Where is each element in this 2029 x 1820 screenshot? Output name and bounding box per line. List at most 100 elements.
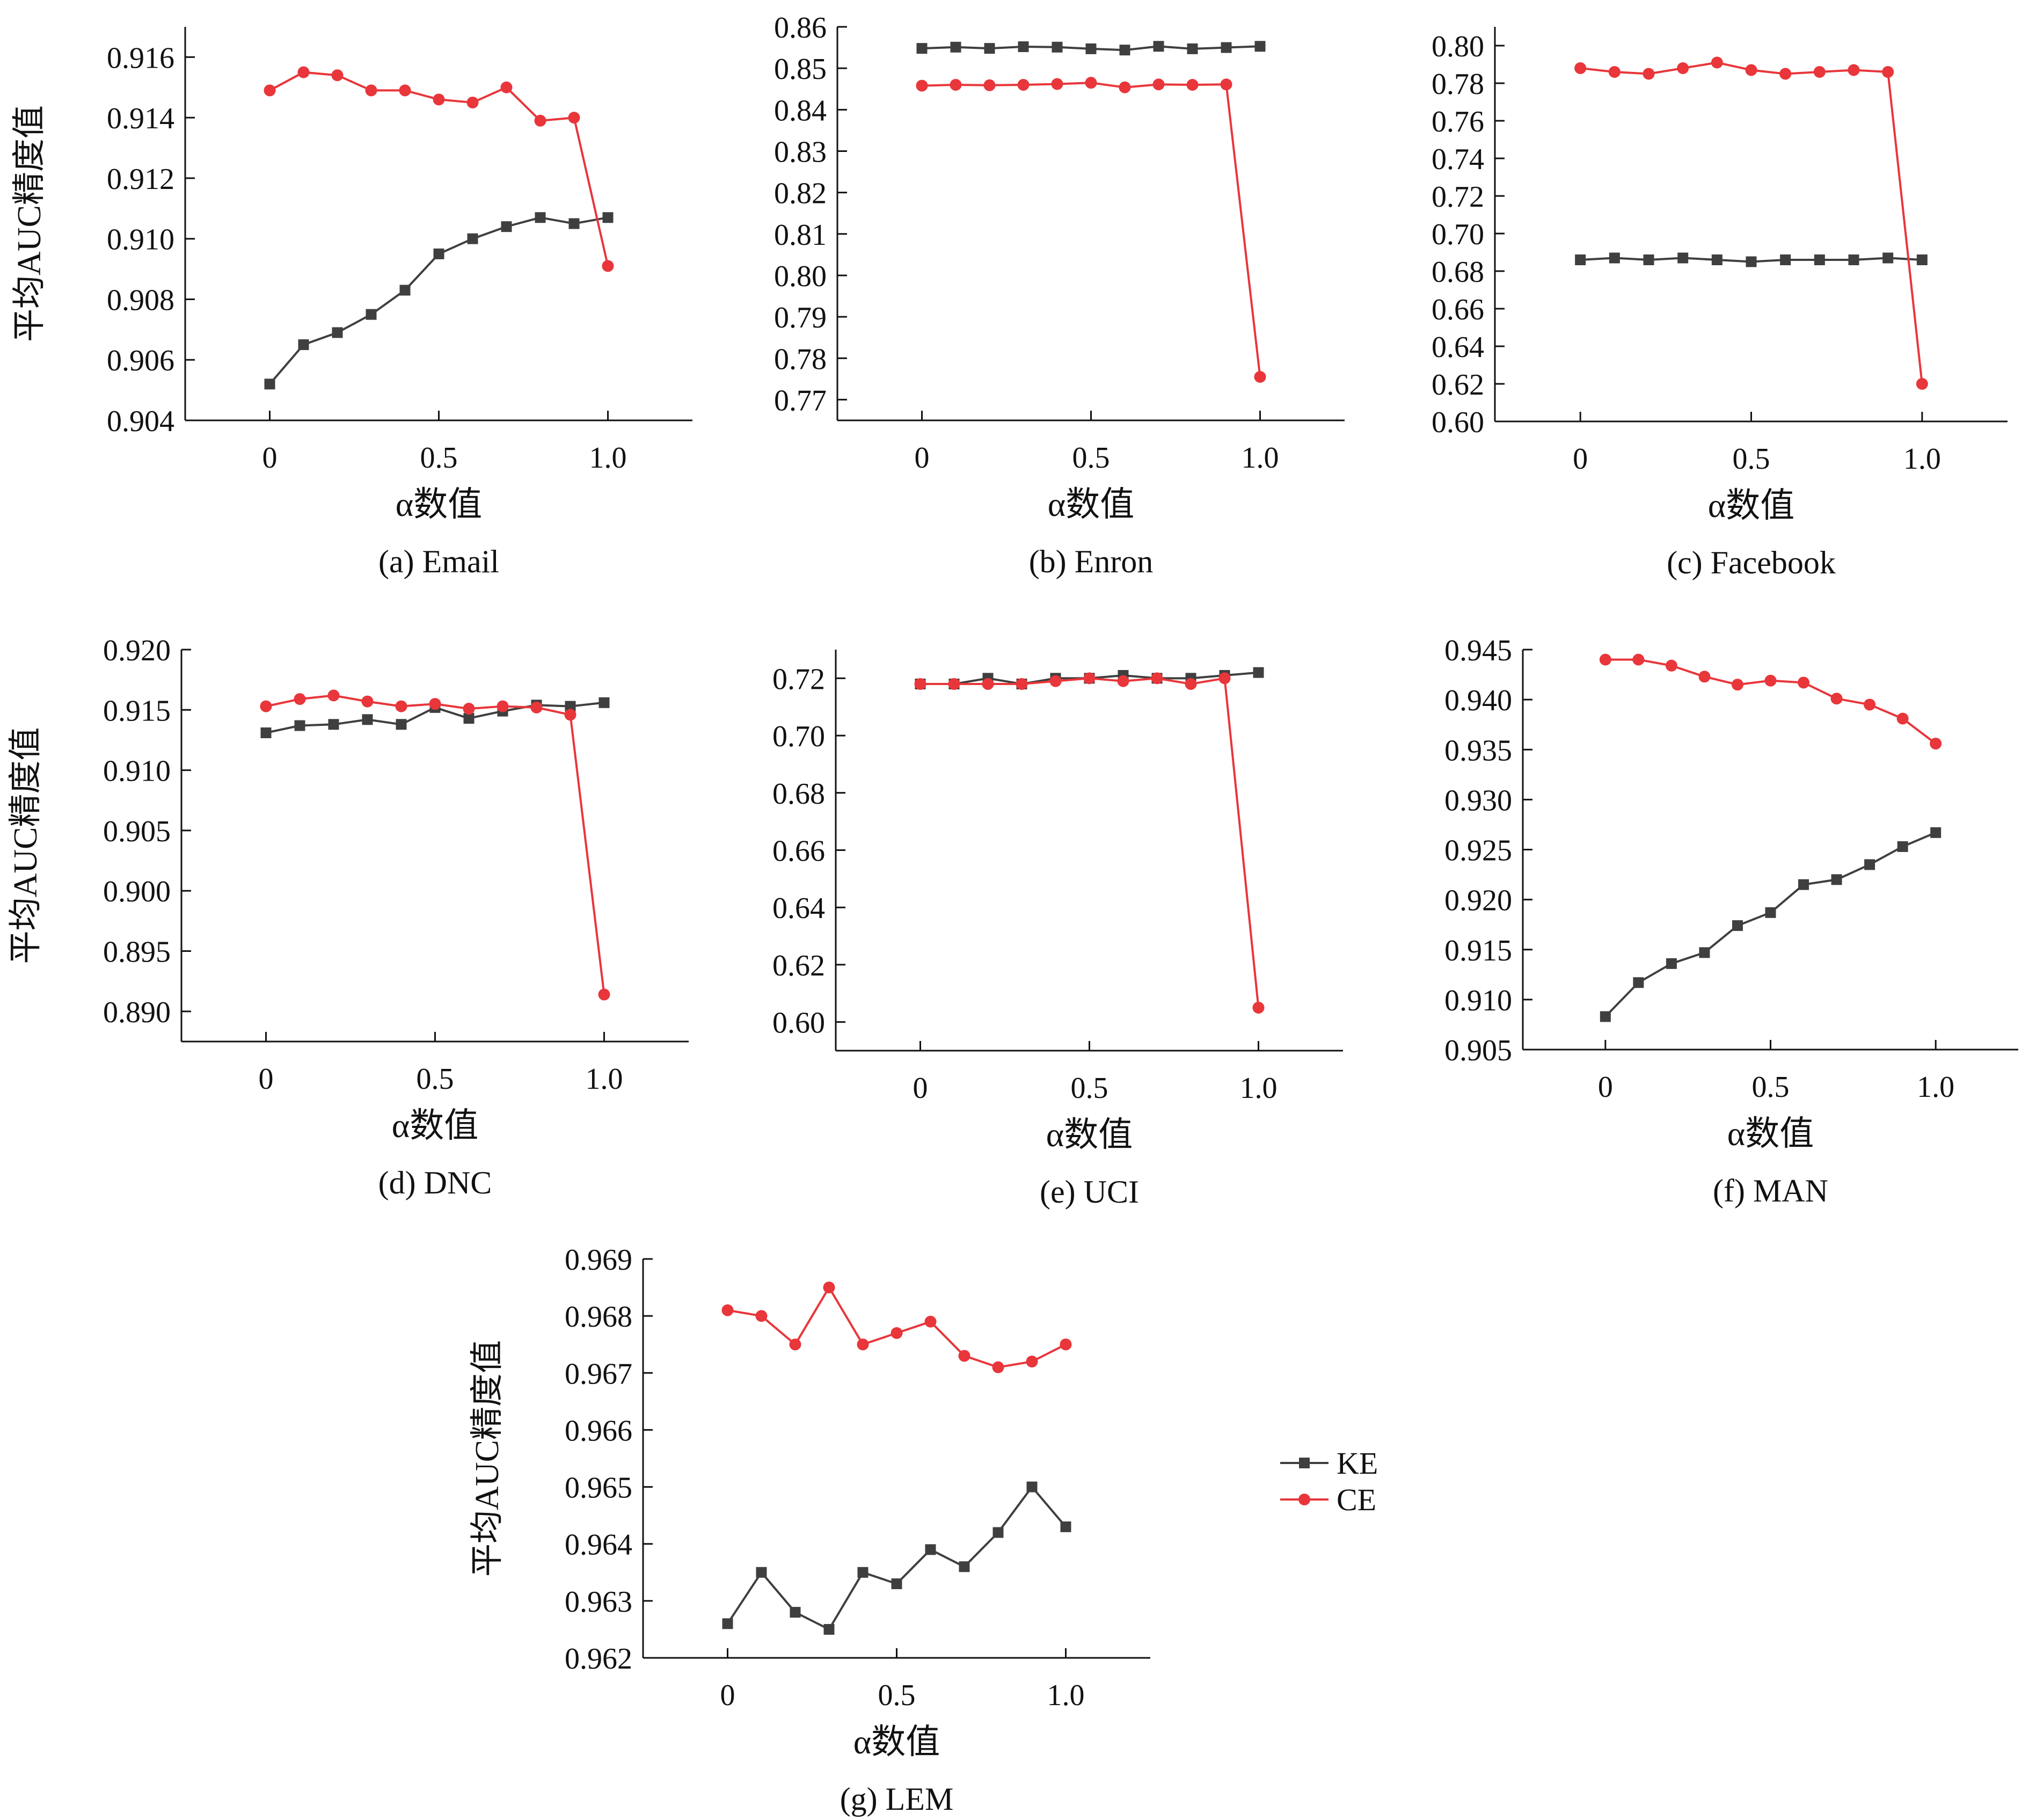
data-point-ce bbox=[789, 1338, 801, 1351]
data-point-ke bbox=[399, 285, 411, 296]
data-point-ke bbox=[1018, 41, 1029, 53]
legend-marker-ke bbox=[1299, 1458, 1310, 1468]
data-point-ce bbox=[1745, 64, 1757, 76]
y-tick-label: 0.910 bbox=[1444, 984, 1512, 1017]
data-point-ce bbox=[721, 1304, 734, 1316]
data-point-ce bbox=[497, 700, 509, 712]
data-point-ce bbox=[1882, 66, 1894, 78]
data-point-ke bbox=[294, 720, 305, 731]
y-tick-label: 0.66 bbox=[1432, 293, 1484, 326]
data-point-ce bbox=[294, 693, 306, 705]
data-point-ke bbox=[568, 218, 580, 229]
x-axis-label: α数值 bbox=[853, 1723, 940, 1761]
y-tick-label: 0.904 bbox=[107, 405, 174, 438]
data-point-ce bbox=[982, 678, 994, 690]
data-point-ke bbox=[264, 378, 275, 390]
data-point-ce bbox=[1764, 674, 1777, 687]
y-tick-label: 0.969 bbox=[565, 1243, 632, 1277]
data-point-ke bbox=[602, 212, 614, 223]
data-point-ke bbox=[1600, 1011, 1611, 1022]
y-tick-label: 0.910 bbox=[107, 223, 174, 257]
data-point-ke bbox=[599, 697, 610, 708]
data-point-ce bbox=[1677, 62, 1689, 74]
data-point-ce bbox=[530, 701, 543, 714]
data-point-ce bbox=[1220, 78, 1232, 91]
data-point-ce bbox=[983, 79, 996, 91]
data-point-ke bbox=[925, 1544, 936, 1555]
data-point-ce bbox=[1085, 77, 1097, 89]
y-tick-label: 0.964 bbox=[565, 1528, 632, 1562]
data-point-ce bbox=[1152, 78, 1165, 91]
data-point-ke bbox=[1916, 254, 1928, 265]
data-point-ke bbox=[1780, 254, 1791, 265]
y-tick-label: 0.77 bbox=[774, 384, 827, 417]
data-point-ke bbox=[1666, 958, 1677, 969]
data-point-ke bbox=[950, 41, 961, 53]
x-tick-label: 0.5 bbox=[878, 1679, 916, 1712]
y-tick-label: 0.72 bbox=[772, 663, 825, 696]
y-tick-label: 0.908 bbox=[107, 283, 174, 317]
y-tick-label: 0.81 bbox=[774, 219, 827, 252]
y-tick-label: 0.915 bbox=[103, 694, 171, 727]
data-point-ce bbox=[1632, 653, 1645, 666]
data-point-ke bbox=[260, 727, 272, 738]
data-point-ke bbox=[916, 43, 928, 54]
data-point-ce bbox=[429, 698, 441, 710]
data-point-ce bbox=[1779, 68, 1792, 80]
y-tick-label: 0.962 bbox=[565, 1642, 632, 1676]
y-tick-label: 0.80 bbox=[1432, 30, 1484, 63]
panel-6: 0.962 0.963 0.964 0.965 0.966 0.967 0.968 0.969… bbox=[469, 1243, 1150, 1817]
y-tick-label: 0.64 bbox=[1432, 331, 1484, 364]
data-point-ce bbox=[433, 93, 445, 106]
series-line-ke bbox=[726, 1485, 1067, 1631]
y-tick-label: 0.920 bbox=[103, 634, 171, 667]
data-point-ke bbox=[1060, 1521, 1071, 1532]
data-point-ce bbox=[1930, 738, 1942, 750]
y-tick-label: 0.60 bbox=[772, 1007, 825, 1040]
series-line-ce bbox=[1605, 658, 1937, 745]
y-tick-label: 0.940 bbox=[1444, 684, 1512, 717]
data-point-ce bbox=[534, 114, 546, 127]
data-point-ce bbox=[1026, 1356, 1038, 1368]
data-point-ce bbox=[399, 84, 411, 97]
data-point-ce bbox=[914, 678, 926, 690]
legend-label-ce: CE bbox=[1337, 1482, 1376, 1517]
y-axis-label: 平均AUC精度值 bbox=[8, 727, 44, 964]
panel-3: 0.890 0.895 0.900 0.905 0.910 0.915 0.920 0 0.5 1… bbox=[8, 634, 689, 1200]
data-point-ke bbox=[1699, 947, 1710, 958]
x-tick-label: 0 bbox=[915, 441, 930, 475]
data-point-ke bbox=[396, 719, 407, 730]
y-tick-label: 0.70 bbox=[1432, 218, 1484, 251]
data-point-ce bbox=[327, 689, 340, 702]
data-point-ce bbox=[564, 709, 576, 721]
x-tick-label: 0.5 bbox=[1071, 1072, 1108, 1105]
data-point-ce bbox=[924, 1315, 937, 1328]
y-tick-label: 0.60 bbox=[1432, 406, 1484, 439]
data-point-ke bbox=[1085, 43, 1097, 54]
data-point-ke bbox=[1882, 252, 1894, 264]
panel-caption: (a) Email bbox=[378, 544, 499, 579]
data-point-ke bbox=[1609, 252, 1620, 264]
data-point-ce bbox=[297, 66, 310, 78]
y-tick-label: 0.80 bbox=[774, 260, 827, 293]
data-point-ke bbox=[1814, 254, 1825, 265]
y-tick-label: 0.900 bbox=[103, 875, 171, 908]
data-point-ce bbox=[948, 678, 960, 690]
y-tick-label: 0.914 bbox=[107, 102, 174, 135]
data-point-ke bbox=[1153, 41, 1164, 52]
data-point-ke bbox=[1711, 254, 1723, 265]
x-axis-label: α数值 bbox=[1046, 1116, 1133, 1154]
y-tick-label: 0.925 bbox=[1444, 834, 1512, 868]
data-point-ke bbox=[790, 1607, 801, 1618]
y-tick-label: 0.945 bbox=[1444, 634, 1512, 667]
data-point-ke bbox=[1746, 256, 1757, 267]
data-point-ke bbox=[1864, 859, 1875, 870]
data-point-ce bbox=[1643, 68, 1655, 80]
data-point-ce bbox=[568, 112, 580, 124]
y-tick-label: 0.83 bbox=[774, 135, 827, 169]
series-line-ke bbox=[1604, 831, 1936, 1017]
x-tick-label: 1.0 bbox=[1242, 441, 1279, 475]
data-point-ke bbox=[1253, 667, 1264, 678]
data-point-ke bbox=[1677, 252, 1689, 264]
series-line-ce bbox=[920, 677, 1260, 1008]
